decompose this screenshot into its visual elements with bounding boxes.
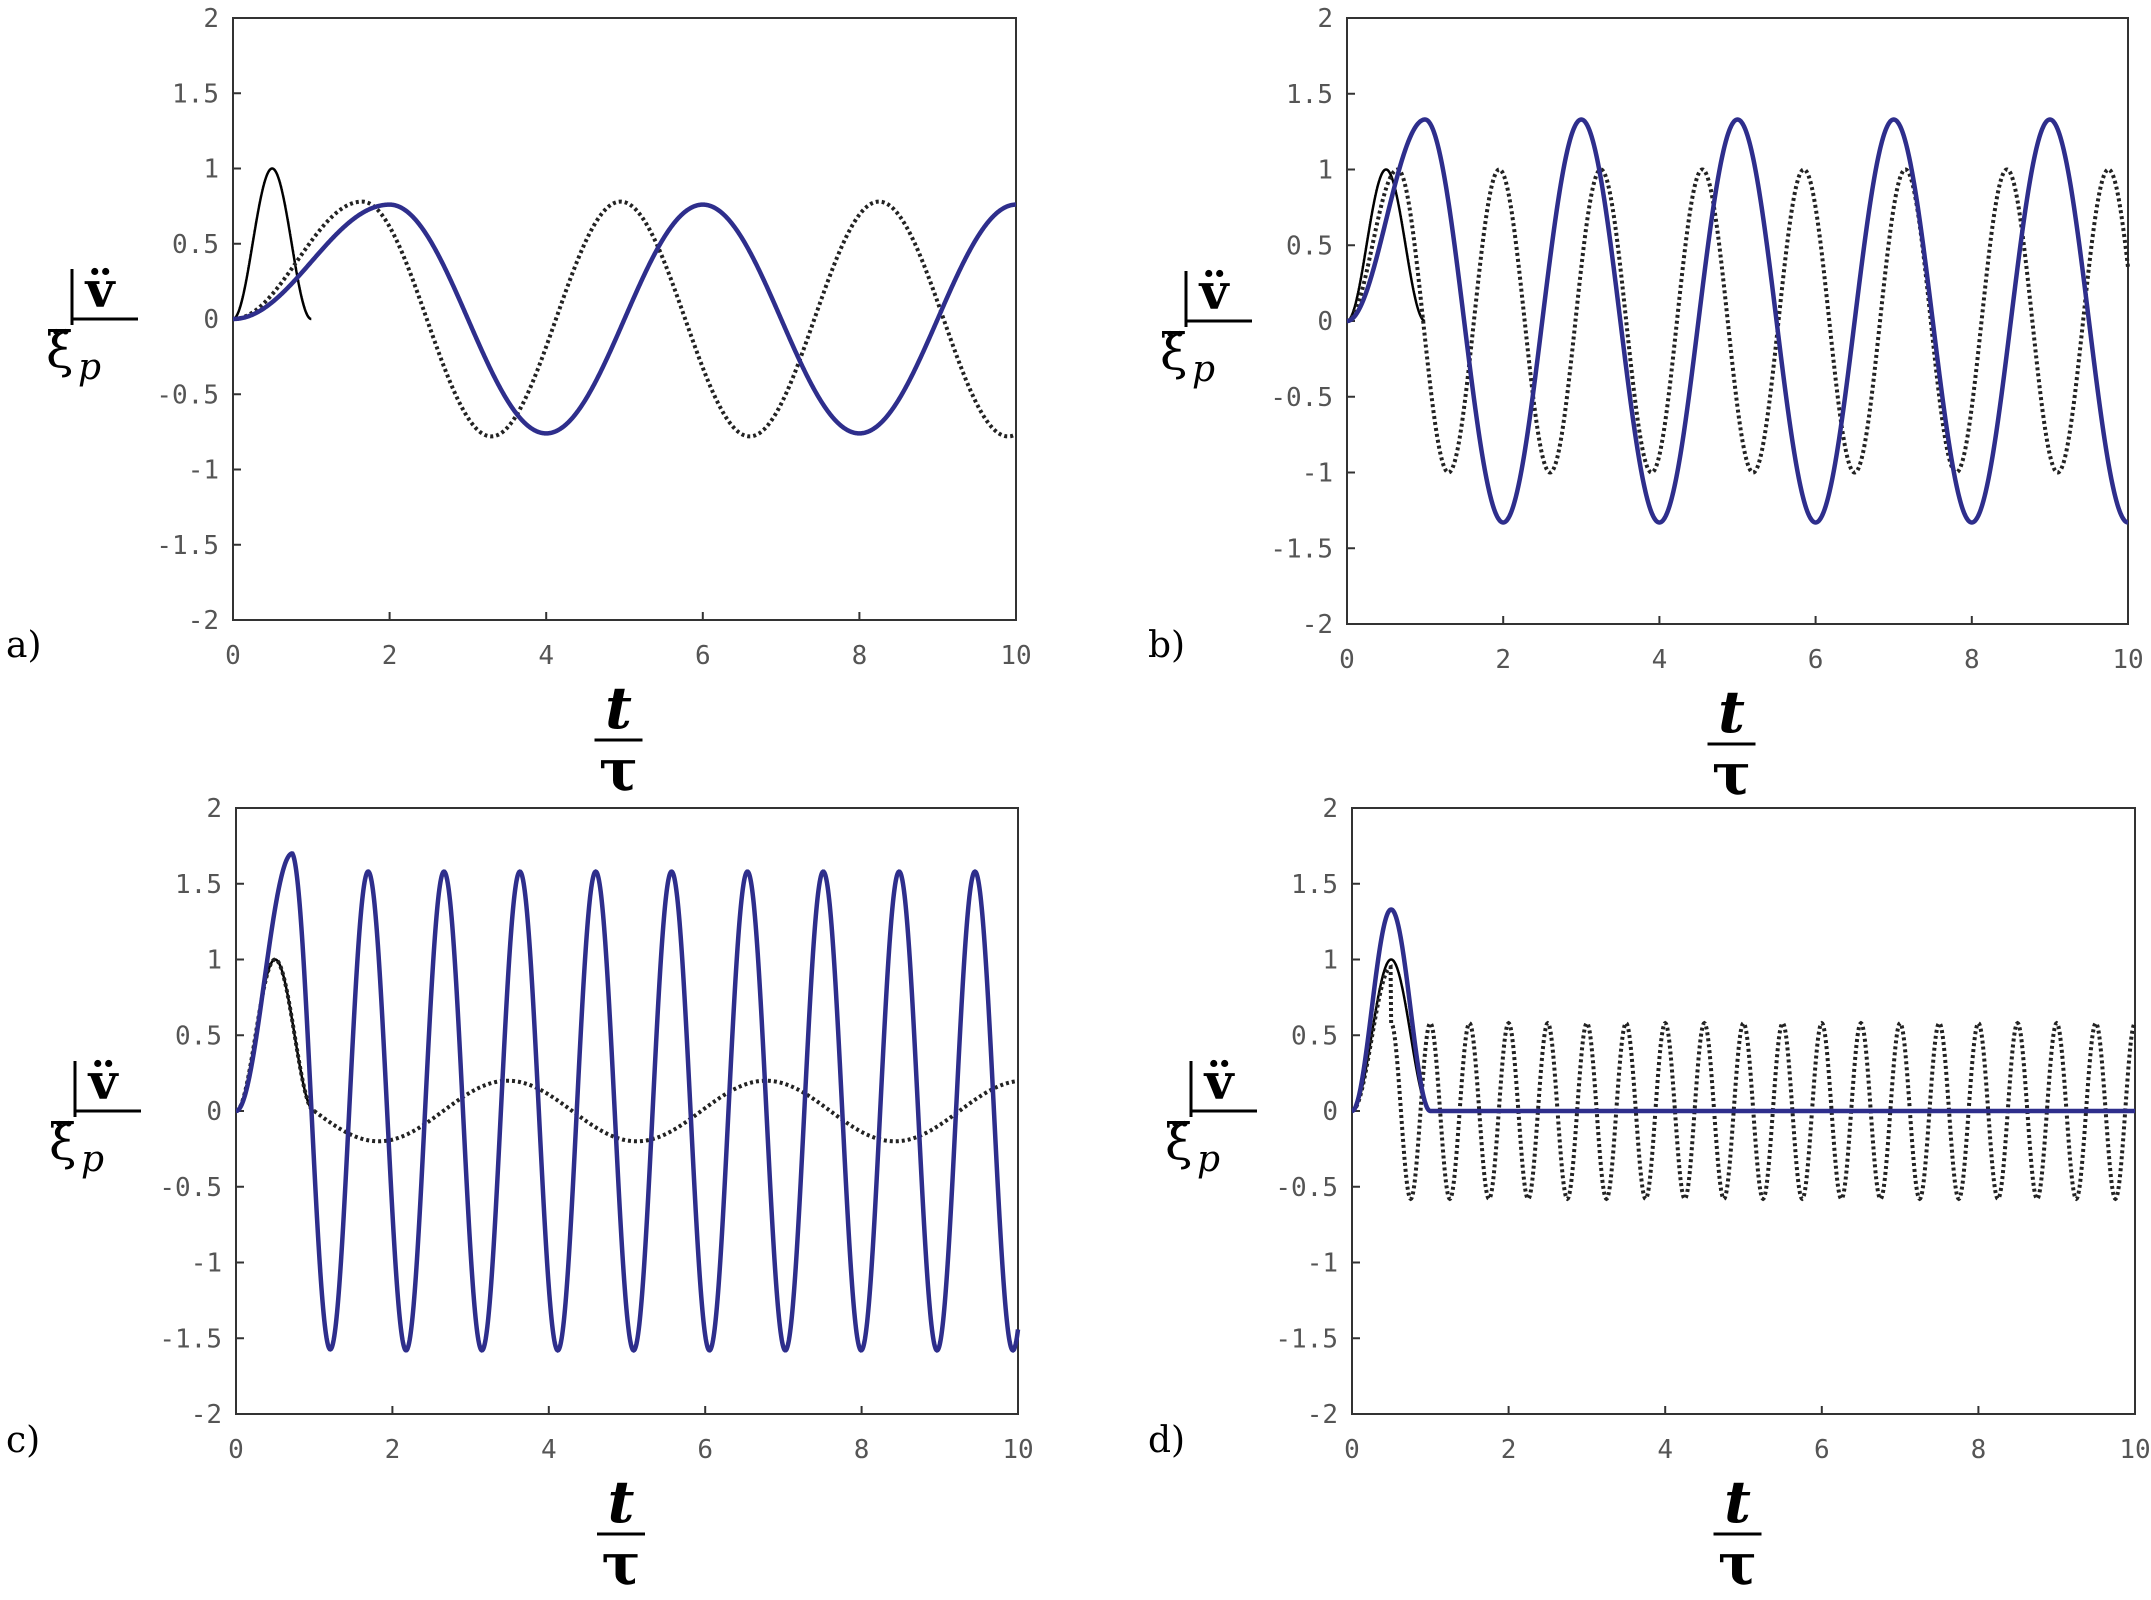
y-tick-label: 2 [1317,4,1333,34]
y-axis-label-numerator: v̈ [1203,1052,1235,1111]
y-tick-label: -0.5 [1270,383,1333,413]
y-tick-label: 1.5 [1286,80,1333,110]
series-dotted [1346,167,2130,475]
x-tick-label: 4 [541,1435,557,1465]
y-tick-label: 1 [203,155,219,185]
y-tick-label: -2 [1307,1400,1338,1430]
x-tick-label: 8 [854,1435,870,1465]
y-tick-label: 1 [1317,156,1333,186]
x-tick-label: 4 [538,641,554,671]
x-tick-label: 6 [697,1435,713,1465]
series-blue [1346,117,2129,525]
series-dotted [235,957,1019,1144]
y-tick-label: -0.5 [156,380,219,410]
x-tick-label: 0 [1344,1435,1360,1465]
y-tick-label: 0 [203,305,219,335]
x-tick-label: 10 [1002,1435,1033,1465]
y-tick-label: -1 [1307,1249,1338,1279]
series-dotted [232,199,1017,439]
x-tick-label: 8 [852,641,868,671]
y-tick-label: 0 [206,1097,222,1127]
panel-letter: a) [6,625,42,666]
y-tick-label: -1 [191,1249,222,1279]
y-axis-label-subscript: p [81,1139,104,1180]
x-tick-label: 2 [382,641,398,671]
y-tick-label: -1 [1302,459,1333,489]
y-tick-label: -2 [191,1400,222,1430]
y-tick-label: 1.5 [175,870,222,900]
panel-letter: c) [6,1420,40,1461]
x-tick-label: 8 [1964,645,1980,675]
chart-panel-d: 21.510.50-0.5-1-1.5-20 2 4 6 8 10d)tτv̈ξ̈ p [1148,794,2151,1598]
x-tick-label: 2 [1501,1435,1517,1465]
y-tick-label: 1 [1322,946,1338,976]
y-tick-label: -2 [188,606,219,636]
chart-panel-a: 21.510.50-0.5-1-1.5-20 2 4 6 8 10a)tτv̈ξ̈ p [6,4,1032,804]
y-axis-label-denominator: ξ̈ [46,321,74,379]
series-blue [235,851,1021,1353]
series-dotted [1351,964,2137,1202]
x-tick-label: 4 [1657,1435,1673,1465]
series-blue [233,202,1017,436]
y-tick-label: 1.5 [172,79,219,109]
y-axis-label-subscript: p [1197,1139,1220,1180]
x-axis-label-numerator: t [608,1468,635,1536]
x-axis-label-numerator: t [605,674,632,742]
y-tick-label: 1.5 [1291,870,1338,900]
x-tick-label: 4 [1652,645,1668,675]
y-tick-label: 0 [1317,307,1333,337]
x-tick-label: 0 [228,1435,244,1465]
y-axis-label-denominator: ξ̈ [1165,1113,1193,1171]
y-axis-label-subscript: p [78,347,101,388]
x-tick-label: 10 [2119,1435,2150,1465]
y-tick-label: -2 [1302,610,1333,640]
series-pulse [232,167,312,321]
x-tick-label: 0 [1339,645,1355,675]
y-axis-label-numerator: v̈ [87,1052,119,1111]
y-tick-label: 1 [206,946,222,976]
y-tick-label: 2 [206,794,222,824]
panel-letter: b) [1148,625,1185,666]
y-tick-label: -0.5 [159,1173,222,1203]
y-axis-label-subscript: p [1192,349,1215,390]
y-tick-label: -1.5 [156,531,219,561]
y-tick-label: -1 [188,456,219,486]
y-tick-label: 2 [1322,794,1338,824]
panel-letter: d) [1148,1420,1185,1461]
x-axis-label-denominator: τ [601,1530,640,1598]
y-tick-label: -1.5 [1275,1324,1338,1354]
x-axis-label-denominator: τ [1712,740,1751,808]
y-tick-label: -1.5 [1270,534,1333,564]
y-axis-label-numerator: v̈ [1198,262,1230,321]
chart-panel-c: 21.510.50-0.5-1-1.5-20 2 4 6 8 10c)tτv̈ξ̈ p [6,794,1034,1598]
x-tick-label: 6 [1808,645,1824,675]
y-tick-label: 2 [203,4,219,34]
y-tick-label: -0.5 [1275,1173,1338,1203]
x-tick-label: 10 [1000,641,1031,671]
series-blue [1351,907,2135,1114]
series-pulse [1346,168,1426,323]
x-axis-label-denominator: τ [1718,1530,1757,1598]
y-tick-label: 0.5 [1286,231,1333,261]
x-tick-label: 6 [1814,1435,1830,1465]
x-tick-label: 0 [225,641,241,671]
x-tick-label: 6 [695,641,711,671]
x-axis-label-numerator: t [1724,1468,1751,1536]
x-tick-label: 10 [2112,645,2143,675]
x-axis-label-denominator: τ [599,736,638,804]
y-tick-label: 0 [1322,1097,1338,1127]
y-axis-label-denominator: ξ̈ [1160,323,1188,381]
y-tick-label: 0.5 [175,1021,222,1051]
x-axis-label-numerator: t [1718,678,1745,746]
chart-panel-b: 21.510.50-0.5-1-1.5-20 2 4 6 8 10b)tτv̈ξ̈ p [1148,4,2144,808]
x-tick-label: 2 [385,1435,401,1465]
y-tick-label: -1.5 [159,1324,222,1354]
y-tick-label: 0.5 [1291,1021,1338,1051]
x-tick-label: 2 [1495,645,1511,675]
y-axis-label-numerator: v̈ [84,260,116,319]
y-axis-label-denominator: ξ̈ [49,1113,77,1171]
x-tick-label: 8 [1971,1435,1987,1465]
y-tick-label: 0.5 [172,230,219,260]
